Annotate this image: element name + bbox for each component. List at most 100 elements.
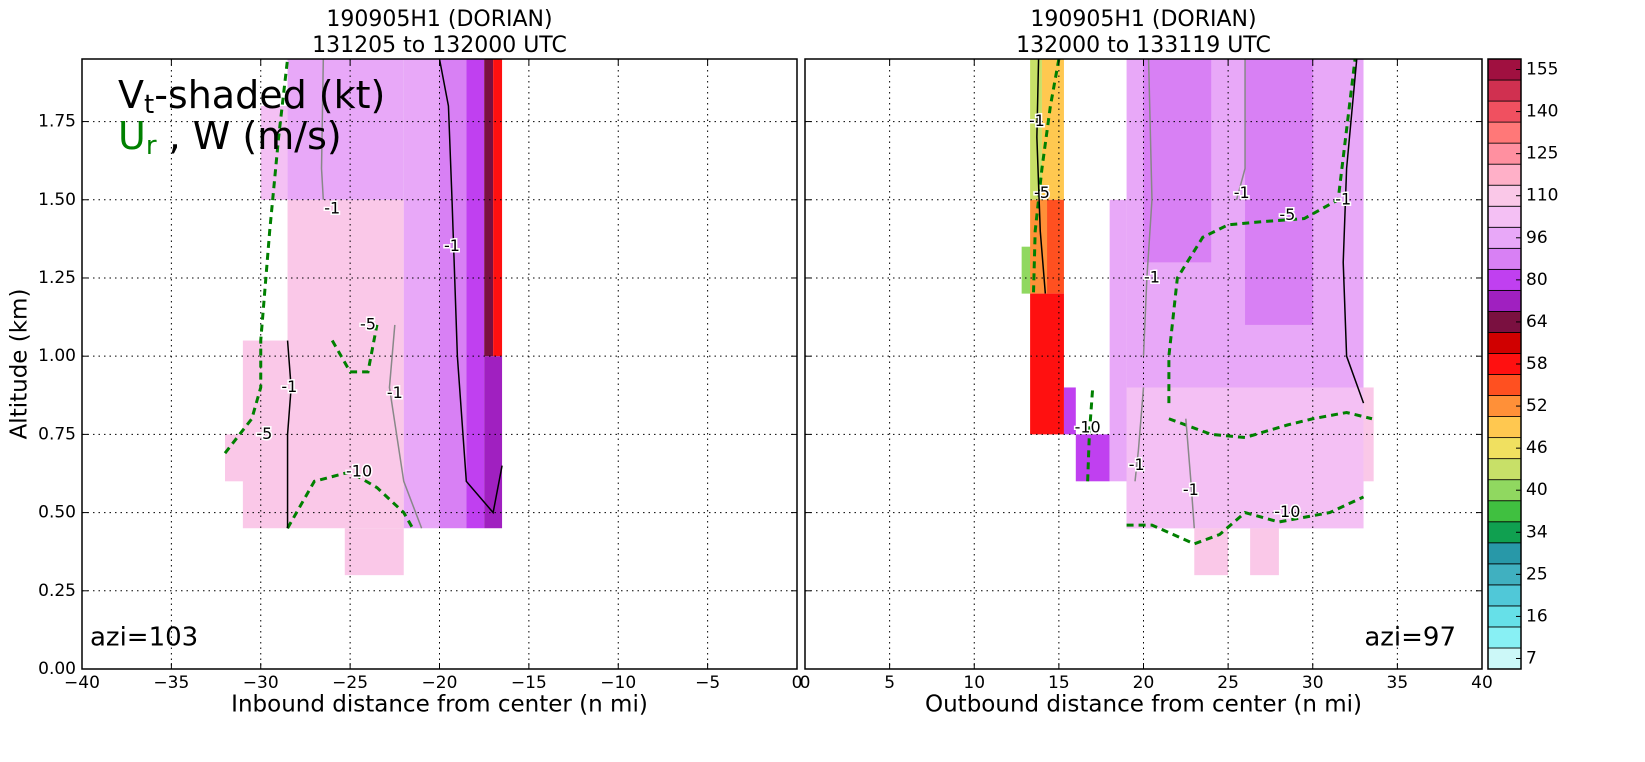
chart-title: 190905H1 (DORIAN) (326, 7, 552, 32)
colorbar-swatch (1487, 416, 1522, 439)
colorbar-tick-label: 64 (1526, 312, 1548, 332)
colorbar-tick-label: 52 (1526, 396, 1548, 416)
contour-line (320, 58, 325, 200)
legend-part: U (118, 114, 146, 158)
y-tick-label: 0.75 (38, 424, 76, 444)
azimuth-label: azi=103 (90, 623, 198, 653)
shaded-field (466, 59, 485, 529)
colorbar-swatch (1487, 500, 1522, 523)
contour-line (1086, 387, 1095, 482)
colorbar-tick-label: 46 (1526, 438, 1548, 458)
contour-label: -5 (360, 314, 376, 333)
contour-line (1168, 410, 1373, 440)
shaded-field (1250, 528, 1279, 576)
x-tick-label: −5 (695, 673, 720, 693)
legend-part: r (146, 131, 157, 161)
legend-part: t (144, 90, 154, 120)
colorbar-tick-label: 40 (1526, 480, 1548, 500)
shaded-field (403, 59, 440, 529)
contour-line (1134, 387, 1145, 482)
chart-title: 132000 to 133119 UTC (1016, 33, 1271, 58)
contour-line (438, 58, 503, 515)
colorbar: 7 16 25 34 40 46 52 58 64 80 96 110 125 140 155 (1487, 58, 1558, 670)
shaded-field (1075, 434, 1110, 482)
colorbar-tick-label: 155 (1526, 60, 1558, 80)
x-tick-label: −15 (511, 673, 547, 693)
x-tick-label: 20 (1133, 673, 1155, 693)
colorbar-swatch (1487, 542, 1522, 565)
contour-label: -5 (1279, 205, 1295, 224)
shaded-field (484, 356, 503, 529)
y-tick-label: 0.50 (38, 503, 76, 523)
shaded-field (1109, 199, 1127, 482)
x-tick-label: 0 (792, 673, 803, 693)
y-tick-label: 1.75 (38, 112, 76, 132)
x-tick-label: 15 (1048, 673, 1070, 693)
chart-title: 131205 to 132000 UTC (312, 33, 567, 58)
colorbar-tick-label: 110 (1526, 186, 1558, 206)
contour-label: -1 (387, 383, 403, 402)
contour-label: -10 (346, 461, 372, 480)
x-tick-label: −35 (153, 673, 189, 693)
x-tick-label: 0 (800, 673, 811, 693)
shaded-field (1143, 59, 1212, 263)
shaded-field (1030, 59, 1042, 200)
colorbar-swatch (1487, 332, 1522, 354)
shaded-field (439, 59, 467, 529)
legend-part: -shaded (kt) (154, 73, 385, 117)
contour-line (1342, 58, 1365, 404)
shaded-field (1363, 387, 1374, 482)
y-tick-label: 1.50 (38, 190, 76, 210)
colorbar-swatch (1487, 247, 1522, 270)
colorbar-tick-label: 16 (1526, 606, 1548, 626)
y-axis-label: Altitude (km) (7, 289, 33, 440)
contour-line (1031, 58, 1061, 294)
x-tick-label: 25 (1217, 673, 1239, 693)
shaded-field (1063, 387, 1076, 435)
contour-line (388, 324, 423, 529)
chart-title: 190905H1 (DORIAN) (1030, 7, 1256, 32)
contour-label: -1 (281, 377, 297, 396)
contour-line (1167, 58, 1357, 404)
colorbar-tick-label: 25 (1526, 564, 1548, 584)
shaded-field (1126, 387, 1364, 529)
x-tick-label: 10 (963, 673, 985, 693)
x-tick-label: 5 (884, 673, 895, 693)
legend-part: , W (m/s) (157, 114, 342, 158)
shaded-field (1041, 59, 1064, 200)
contour-label: -10 (1274, 502, 1300, 521)
y-tick-label: 0.25 (38, 581, 76, 601)
y-tick-label: 1.00 (38, 346, 76, 366)
contour-label: -10 (1075, 418, 1101, 437)
contour-line (1185, 418, 1196, 529)
colorbar-swatch (1487, 626, 1522, 649)
shaded-field (1194, 528, 1229, 576)
colorbar-tick-label: 140 (1526, 102, 1558, 122)
x-axis-label: Inbound distance from center (n mi) (231, 692, 648, 718)
legend-part: V (118, 73, 144, 117)
panel: -5 -10 -5 -1 -1 -1 -1 −40 −35 −30 −25 −20 −15 −10 −5 0 0… (7, 7, 803, 718)
colorbar-tick-label: 34 (1526, 522, 1548, 542)
x-tick-label: −30 (243, 673, 279, 693)
colorbar-tick-label: 96 (1526, 228, 1548, 248)
shaded-field (484, 59, 494, 357)
x-tick-label: −40 (64, 673, 100, 693)
colorbar-swatch (1487, 374, 1522, 396)
contour-line (1142, 58, 1153, 357)
contour-label: -5 (1034, 183, 1050, 202)
shaded-field (344, 528, 404, 576)
contour-label: -1 (1029, 111, 1045, 130)
colorbar-tick-label: 58 (1526, 354, 1548, 374)
colorbar-swatch (1487, 121, 1522, 144)
contour-label: -1 (1129, 455, 1145, 474)
contour-label: -1 (1234, 183, 1250, 202)
x-tick-label: −10 (600, 673, 636, 693)
shaded-field (1047, 199, 1064, 294)
shaded-field (287, 59, 404, 200)
contour-line (223, 58, 290, 455)
shaded-field (493, 59, 503, 357)
azimuth-label: azi=97 (1364, 623, 1456, 653)
y-tick-label: 0.00 (38, 659, 76, 679)
panel: -5-5-10-10-1-1-1-1-1-10 5 10 15 20 25 30 35 4019… (800, 7, 1493, 718)
